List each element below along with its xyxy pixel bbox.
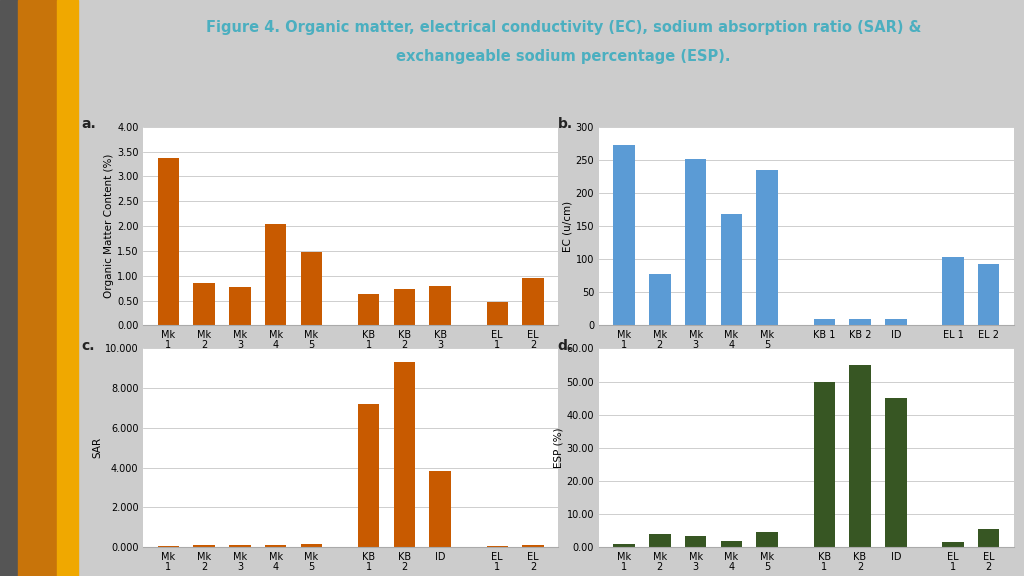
Bar [757, 170, 778, 325]
Bar [393, 362, 415, 547]
Bar [885, 319, 906, 325]
Bar [849, 365, 870, 547]
Text: d.: d. [557, 339, 572, 353]
Text: exchangeable sodium percentage (ESP).: exchangeable sodium percentage (ESP). [396, 49, 730, 64]
Bar [229, 287, 251, 325]
Bar [942, 256, 964, 325]
Bar [522, 278, 544, 325]
Bar [613, 145, 635, 325]
Bar [649, 534, 671, 547]
Bar [357, 404, 379, 547]
Text: a.: a. [81, 117, 96, 131]
Bar [158, 545, 179, 547]
Bar [265, 545, 287, 547]
Bar [885, 398, 906, 547]
Bar [849, 319, 870, 325]
Bar [978, 529, 999, 547]
Bar [721, 214, 742, 325]
Bar [194, 283, 215, 325]
Bar [265, 223, 287, 325]
Bar [229, 545, 251, 547]
Bar [486, 545, 508, 547]
Text: b.: b. [557, 117, 572, 131]
Y-axis label: EC (u/cm): EC (u/cm) [563, 200, 572, 252]
Bar [301, 252, 323, 325]
Bar [194, 545, 215, 547]
Bar [813, 382, 835, 547]
Bar [649, 274, 671, 325]
Bar [757, 532, 778, 547]
Y-axis label: ESP (%): ESP (%) [554, 427, 564, 468]
Bar [942, 542, 964, 547]
Bar [813, 319, 835, 325]
Bar [429, 471, 451, 547]
Y-axis label: Organic Matter Content (%): Organic Matter Content (%) [104, 154, 114, 298]
Bar [158, 158, 179, 325]
Bar [685, 158, 707, 325]
Bar [522, 545, 544, 547]
Bar [301, 544, 323, 547]
Bar [721, 540, 742, 547]
Bar [486, 302, 508, 325]
Bar [429, 286, 451, 325]
Text: Figure 4. Organic matter, electrical conductivity (EC), sodium absorption ratio : Figure 4. Organic matter, electrical con… [206, 20, 921, 35]
Bar [685, 536, 707, 547]
Text: c.: c. [81, 339, 94, 353]
Bar [978, 264, 999, 325]
Bar [393, 289, 415, 325]
Bar [357, 294, 379, 325]
Bar [613, 544, 635, 547]
Y-axis label: SAR: SAR [92, 437, 102, 458]
